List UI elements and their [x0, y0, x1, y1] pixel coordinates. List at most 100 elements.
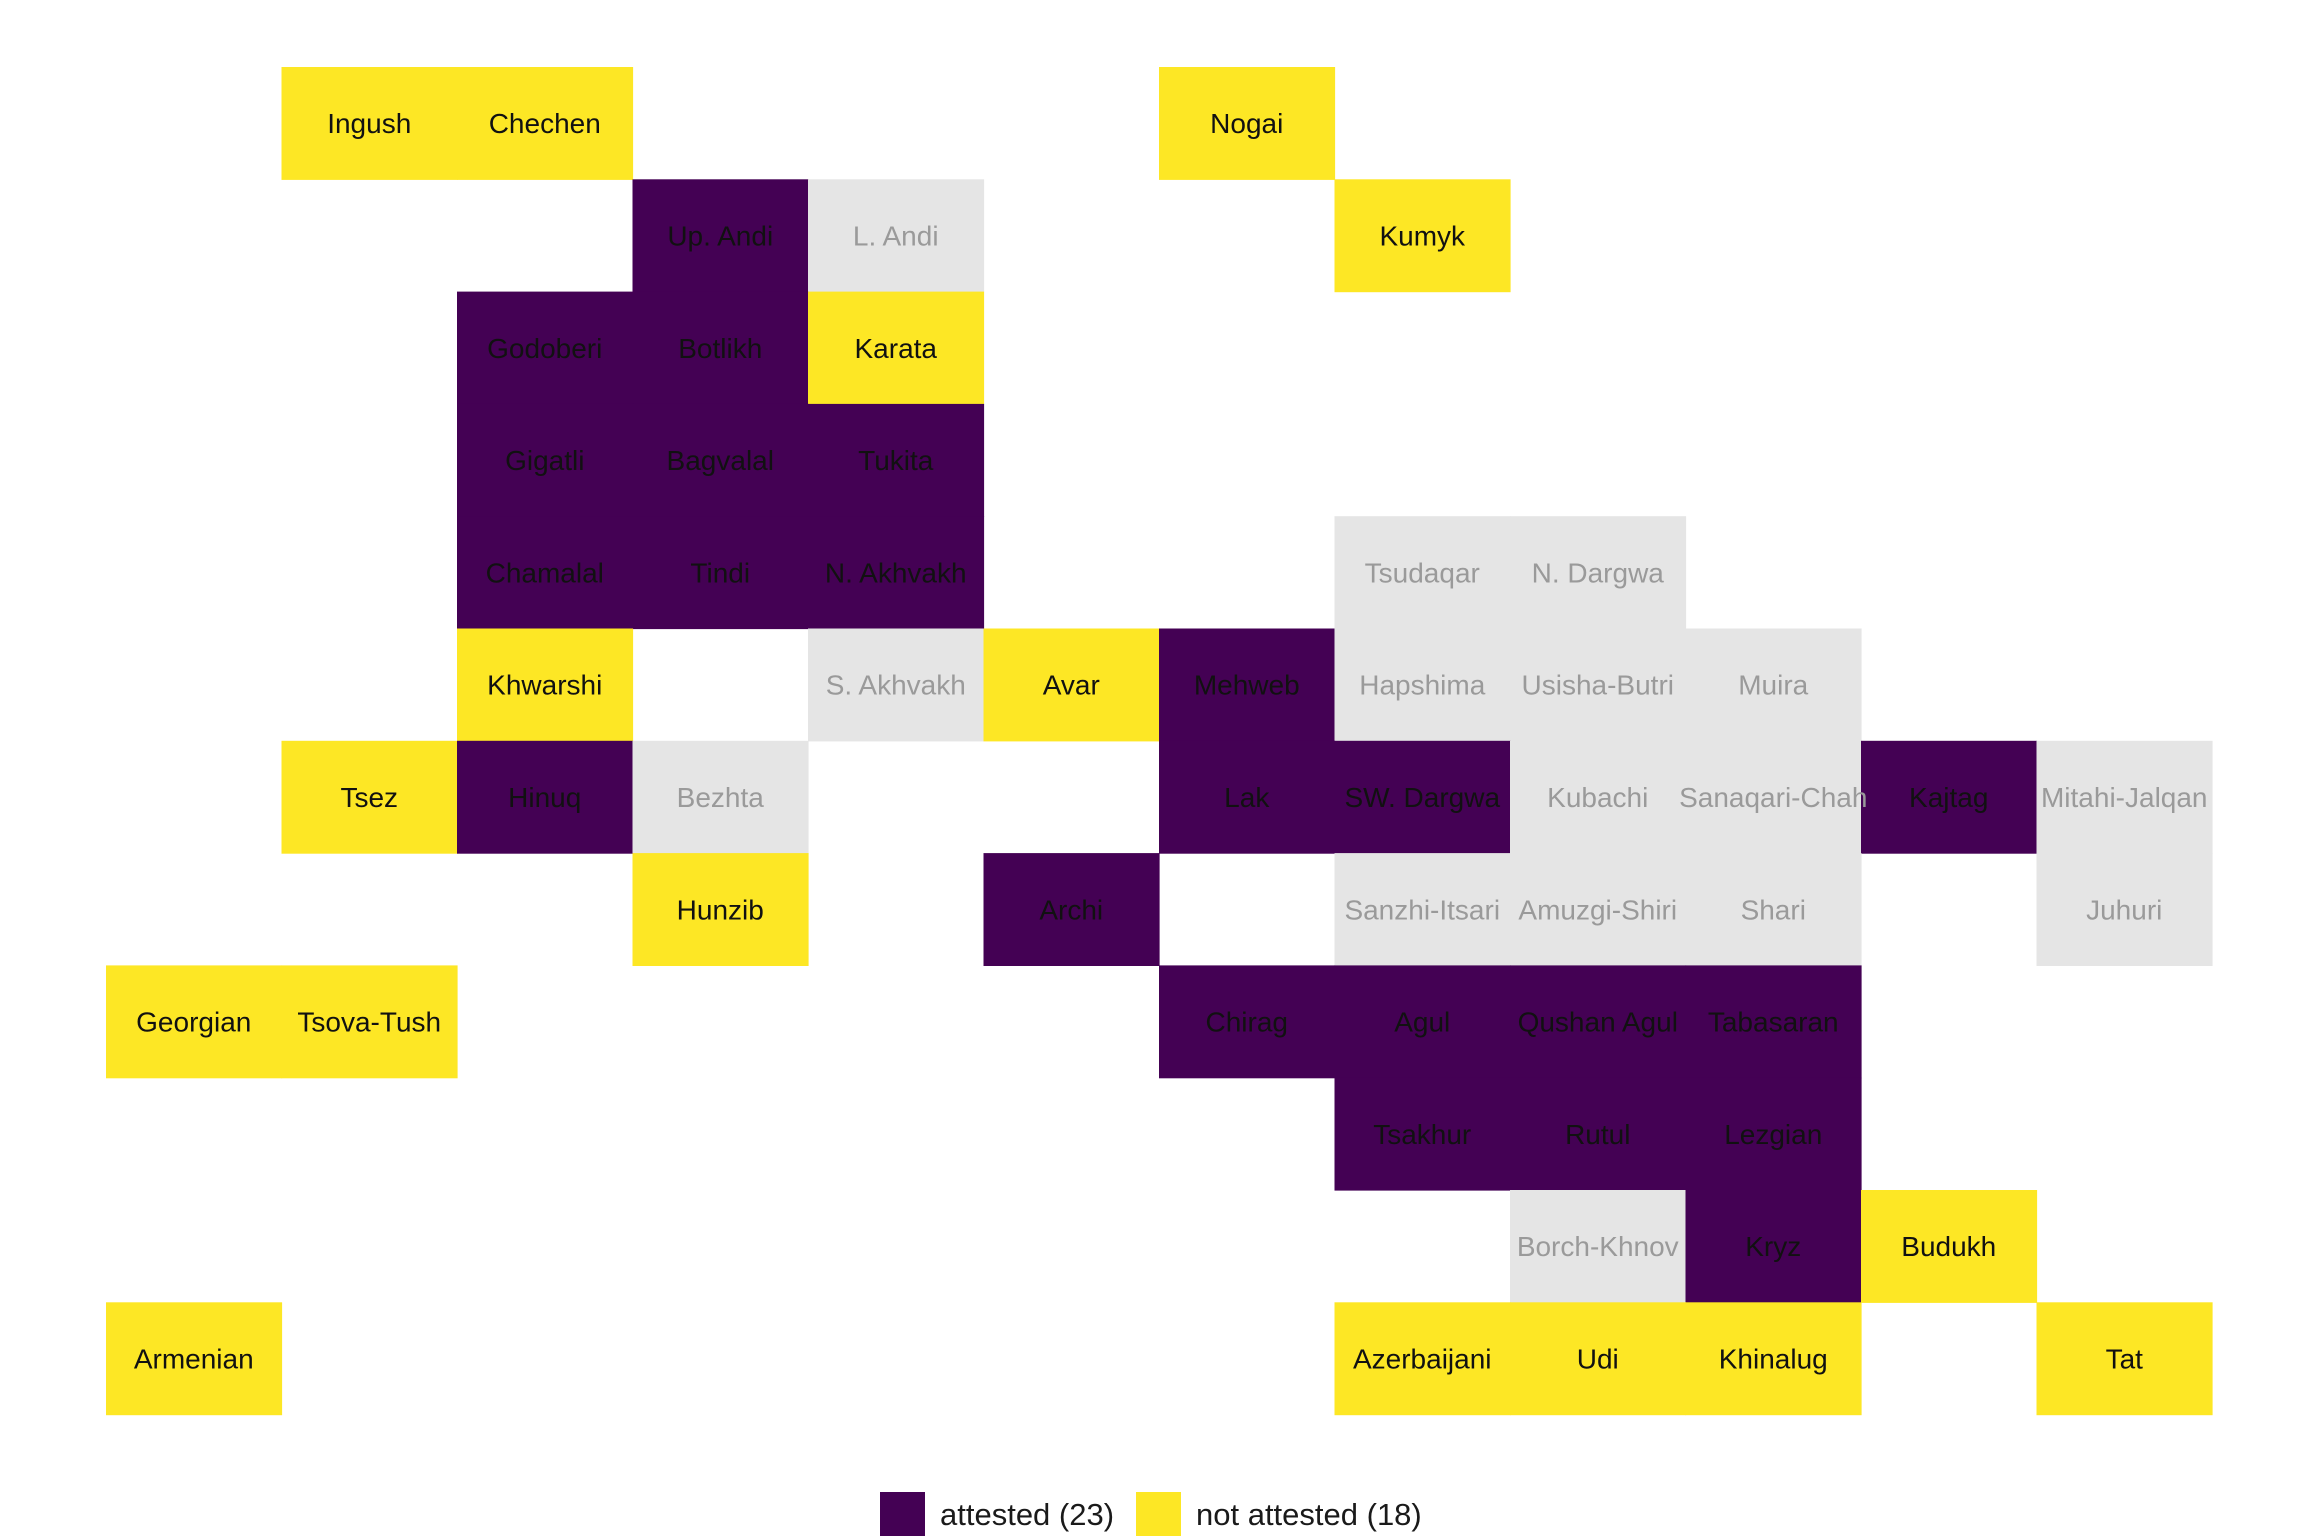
tile-label-armenian: Armenian — [134, 1343, 254, 1374]
tile-tsez — [281, 740, 458, 854]
tile-label-bezhta: Bezhta — [677, 782, 765, 813]
tile-label-lak: Lak — [1224, 782, 1270, 813]
tile-udi — [1510, 1302, 1687, 1416]
tile-borch-khnov — [1510, 1190, 1687, 1303]
tile-godoberi — [457, 291, 634, 405]
tile-label-hapshima: Hapshima — [1359, 670, 1485, 701]
tile-label-tsakhur: Tsakhur — [1373, 1119, 1471, 1150]
legend-label-attested: attested (23) — [940, 1497, 1114, 1532]
tile-azerbaijani — [1334, 1302, 1511, 1416]
tile-label-borch-khnov: Borch-Khnov — [1517, 1231, 1679, 1262]
tile-tabasaran — [1685, 965, 1862, 1079]
tile-label-sanaqari-chah: Sanaqari-Chah — [1679, 782, 1867, 813]
tile-kumyk — [1334, 179, 1511, 293]
tile-muira — [1685, 628, 1862, 742]
tile-label-tsudaqar: Tsudaqar — [1365, 557, 1480, 588]
tile-armenian — [106, 1302, 283, 1416]
tile-label-rutul: Rutul — [1565, 1119, 1630, 1150]
tile-label-hunzib: Hunzib — [677, 894, 764, 925]
tile-label-hinuq: Hinuq — [508, 782, 581, 813]
tile-botlikh — [632, 291, 809, 405]
tile-budukh — [1861, 1190, 2038, 1303]
tile-label-kubachi: Kubachi — [1547, 782, 1648, 813]
tile-l-andi — [808, 179, 985, 293]
tile-label-archi: Archi — [1039, 894, 1103, 925]
tile-hunzib — [632, 853, 809, 966]
tile-label-budukh: Budukh — [1901, 1231, 1996, 1262]
tile-s-akhvakh — [808, 628, 985, 742]
tile-chirag — [1159, 965, 1336, 1079]
tile-label-kumyk: Kumyk — [1379, 220, 1466, 251]
tile-tindi — [632, 516, 809, 630]
tile-mehweb — [1159, 628, 1336, 742]
tile-label-amuzgi-shiri: Amuzgi-Shiri — [1518, 894, 1677, 925]
tile-usisha-butri — [1510, 628, 1687, 742]
tile-chechen — [457, 67, 634, 180]
tile-up-andi — [632, 179, 809, 293]
tile-lak — [1159, 740, 1336, 854]
tile-label-mitahi-jalqan: Mitahi-Jalqan — [2041, 782, 2208, 813]
tile-label-godoberi: Godoberi — [487, 333, 602, 364]
tile-label-mehweb: Mehweb — [1194, 670, 1300, 701]
tile-tsudaqar — [1334, 516, 1511, 630]
tile-khwarshi — [457, 628, 634, 742]
tile-label-tindi: Tindi — [690, 557, 750, 588]
tile-label-avar: Avar — [1043, 670, 1100, 701]
tile-georgian — [106, 965, 283, 1079]
tile-label-sw-dargwa: SW. Dargwa — [1344, 782, 1500, 813]
tile-label-karata: Karata — [855, 333, 938, 364]
tile-label-tukita: Tukita — [858, 445, 934, 476]
tile-qushan-agul — [1510, 965, 1687, 1079]
tile-label-agul: Agul — [1394, 1007, 1450, 1038]
tile-label-n-akhvakh: N. Akhvakh — [825, 557, 967, 588]
tile-ingush — [281, 67, 458, 180]
tile-lezgian — [1685, 1077, 1862, 1191]
tile-bagvalal — [632, 403, 809, 517]
tile-label-udi: Udi — [1577, 1343, 1619, 1374]
tile-label-nogai: Nogai — [1210, 108, 1283, 139]
tile-label-chirag: Chirag — [1206, 1007, 1288, 1038]
tile-amuzgi-shiri — [1510, 853, 1687, 966]
tile-khinalug — [1685, 1302, 1862, 1416]
tile-label-khwarshi: Khwarshi — [487, 670, 602, 701]
tile-agul — [1334, 965, 1511, 1079]
tile-label-bagvalal: Bagvalal — [667, 445, 774, 476]
tile-label-muira: Muira — [1738, 670, 1808, 701]
tile-sanaqari-chah — [1685, 740, 1862, 854]
tile-avar — [983, 628, 1160, 742]
tile-label-tat: Tat — [2106, 1343, 2144, 1374]
tile-label-azerbaijani: Azerbaijani — [1353, 1343, 1492, 1374]
tile-label-qushan-agul: Qushan Agul — [1518, 1007, 1678, 1038]
tile-label-lezgian: Lezgian — [1724, 1119, 1822, 1150]
tile-label-tsez: Tsez — [340, 782, 398, 813]
tile-juhuri — [2036, 853, 2213, 966]
legend-label-not-attested: not attested (18) — [1196, 1497, 1422, 1532]
tile-gigatli — [457, 403, 634, 517]
tile-label-ingush: Ingush — [327, 108, 411, 139]
tile-hinuq — [457, 740, 634, 854]
tile-sanzhi-itsari — [1334, 853, 1511, 966]
tile-label-georgian: Georgian — [136, 1007, 251, 1038]
tile-n-akhvakh — [808, 516, 985, 630]
tile-tat — [2036, 1302, 2213, 1416]
tile-label-tsova-tush: Tsova-Tush — [297, 1007, 441, 1038]
tile-label-chechen: Chechen — [489, 108, 601, 139]
tile-mitahi-jalqan — [2036, 740, 2213, 854]
tile-rutul — [1510, 1077, 1687, 1191]
tile-label-up-andi: Up. Andi — [667, 220, 773, 251]
tile-label-khinalug: Khinalug — [1719, 1343, 1828, 1374]
tile-karata — [808, 291, 985, 405]
tile-tukita — [808, 403, 985, 517]
tile-label-usisha-butri: Usisha-Butri — [1522, 670, 1674, 701]
tile-n-dargwa — [1510, 516, 1687, 630]
legend-swatch-attested — [880, 1492, 925, 1536]
tile-archi — [983, 853, 1160, 966]
tile-label-tabasaran: Tabasaran — [1708, 1007, 1839, 1038]
tile-label-s-akhvakh: S. Akhvakh — [826, 670, 966, 701]
tile-bezhta — [632, 740, 809, 854]
tile-label-botlikh: Botlikh — [678, 333, 762, 364]
tile-label-kryz: Kryz — [1745, 1231, 1801, 1262]
tiles-layer: Ingush Chechen Nogai Up. Andi L. Andi Kumyk Go… — [106, 67, 2213, 1416]
legend: attested (23) not attested (18) — [880, 1492, 1422, 1536]
